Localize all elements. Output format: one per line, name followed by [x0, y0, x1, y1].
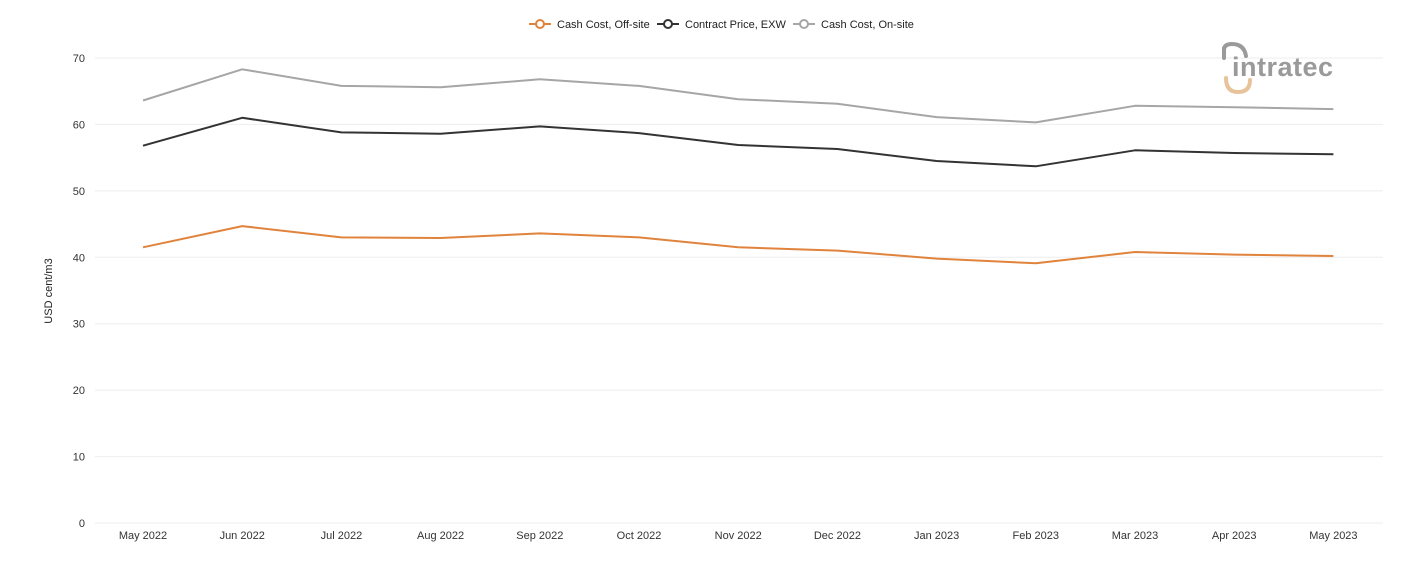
x-tick-label: Feb 2023: [1013, 530, 1059, 542]
x-tick-label: May 2023: [1309, 530, 1357, 542]
intratec-logo: intratec: [1222, 41, 1334, 95]
x-tick-label: Aug 2022: [417, 530, 464, 542]
legend-item[interactable]: Contract Price, EXW: [657, 19, 786, 31]
y-axis-title: USD cent/m3: [43, 258, 55, 323]
legend-marker-icon: [663, 19, 673, 29]
legend-item[interactable]: Cash Cost, Off-site: [529, 19, 650, 31]
x-tick-label: Mar 2023: [1112, 530, 1158, 542]
y-tick-label: 30: [73, 319, 85, 331]
y-axis-ticks: 0 10 20 30 40 50 60 70: [73, 53, 85, 530]
legend: Cash Cost, Off-site Contract Price, EXW Ca…: [529, 19, 914, 31]
y-tick-label: 0: [79, 518, 85, 530]
x-tick-label: Apr 2023: [1212, 530, 1257, 542]
legend-label: Cash Cost, Off-site: [557, 19, 650, 31]
y-tick-label: 10: [73, 452, 85, 464]
logo-swoosh-icon: [1224, 76, 1252, 95]
logo-arc-icon: [1222, 41, 1248, 58]
grid-lines: [95, 57, 1383, 524]
y-tick-label: 70: [73, 53, 85, 65]
x-tick-label: Nov 2022: [715, 530, 762, 542]
y-tick-label: 20: [73, 385, 85, 397]
series-line-1: [142, 116, 1334, 168]
legend-label: Cash Cost, On-site: [821, 19, 914, 31]
x-tick-label: Sep 2022: [516, 530, 563, 542]
logo-text: intratec: [1232, 52, 1334, 82]
legend-label: Contract Price, EXW: [685, 19, 786, 31]
y-tick-label: 60: [73, 119, 85, 131]
y-tick-label: 40: [73, 252, 85, 264]
x-tick-label: Oct 2022: [617, 530, 662, 542]
legend-item[interactable]: Cash Cost, On-site: [793, 19, 914, 31]
x-axis-ticks: May 2022 Jun 2022 Jul 2022 Aug 2022 Sep 2022…: [119, 530, 1358, 542]
y-tick-label: 50: [73, 186, 85, 198]
series-line-2: [142, 68, 1334, 124]
legend-marker-icon: [535, 19, 545, 29]
series-line-0: [142, 225, 1334, 265]
x-tick-label: Jan 2023: [914, 530, 959, 542]
legend-marker-icon: [799, 19, 809, 29]
x-tick-label: Dec 2022: [814, 530, 861, 542]
x-tick-label: May 2022: [119, 530, 167, 542]
x-tick-label: Jul 2022: [321, 530, 363, 542]
series-lines: [142, 68, 1334, 265]
x-tick-label: Jun 2022: [220, 530, 265, 542]
